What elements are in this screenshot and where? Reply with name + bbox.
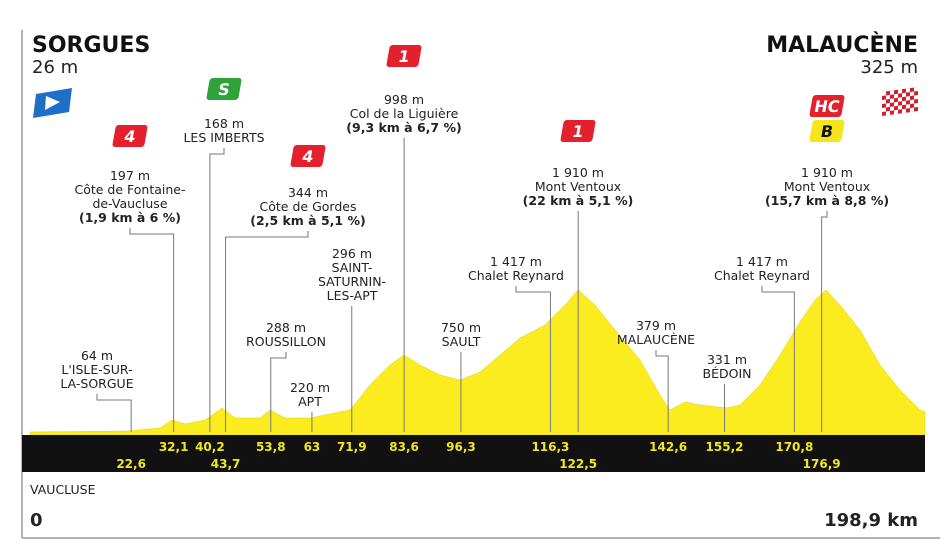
category-badge: 4 (112, 125, 148, 147)
km-marker: 22,6 (116, 457, 146, 471)
leader-line (761, 286, 795, 432)
place-name: LES IMBERTS (183, 130, 264, 145)
elevation: 1 910 m (552, 165, 604, 180)
finish-elevation: 325 m (860, 57, 918, 78)
km-marker: 142,6 (649, 440, 687, 454)
leader-line (96, 394, 132, 432)
leader-line (225, 231, 309, 432)
km-marker: 43,7 (211, 457, 241, 471)
place-name: LES-APT (327, 288, 378, 303)
elevation: 296 m (332, 246, 372, 261)
km-marker: 63 (304, 440, 321, 454)
elevation: 1 417 m (490, 254, 542, 269)
km-marker: 71,9 (337, 440, 367, 454)
badge-shape (206, 78, 242, 100)
elevation: 220 m (290, 380, 330, 395)
climb-detail: (9,3 km à 6,7 %) (346, 120, 461, 135)
badge-label: 1 (397, 47, 411, 66)
place-name: Mont Ventoux (784, 179, 870, 194)
badge-shape (112, 125, 148, 147)
km-marker: 122,5 (559, 457, 597, 471)
category-badge: S (206, 78, 242, 100)
badge-label: S (216, 80, 231, 99)
place-name: Côte de Fontaine- (74, 182, 185, 197)
place-name: Chalet Reynard (714, 268, 810, 283)
badge-shape (809, 120, 845, 142)
total-distance: 198,9 km (824, 510, 918, 531)
leader-line (821, 211, 828, 432)
place-name: MALAUCÈNE (617, 332, 695, 347)
km-marker: 155,2 (706, 440, 744, 454)
badge-label: 4 (123, 127, 137, 146)
climb-detail: (22 km à 5,1 %) (523, 193, 634, 208)
elevation: 288 m (266, 320, 306, 335)
badge-shape (560, 120, 596, 142)
elevation: 379 m (636, 318, 676, 333)
elevation: 1 417 m (736, 254, 788, 269)
km-marker: 96,3 (446, 440, 476, 454)
place-name: ROUSSILLON (246, 334, 326, 349)
leader-line (270, 352, 287, 432)
place-name: Côte de Gordes (260, 199, 357, 214)
badge-shape (386, 45, 422, 67)
climb-detail: (2,5 km à 5,1 %) (250, 213, 365, 228)
place-name: SAULT (442, 334, 481, 349)
km-marker: 176,9 (803, 457, 841, 471)
elevation: 197 m (110, 168, 150, 183)
leader-line (209, 148, 225, 432)
km-marker: 40,2 (195, 440, 225, 454)
start-flag (33, 88, 72, 118)
category-badge: HC (809, 95, 845, 117)
department: VAUCLUSE (30, 482, 96, 497)
km-marker: 53,8 (256, 440, 286, 454)
elevation: 168 m (204, 116, 244, 131)
km-marker: 116,3 (531, 440, 569, 454)
place-name: de-Vaucluse (92, 196, 167, 211)
badge-label: 1 (571, 122, 585, 141)
finish-flag (882, 86, 918, 116)
place-name: BÉDOIN (703, 366, 752, 381)
leader-line (129, 228, 175, 432)
elevation: 344 m (288, 185, 328, 200)
start-distance: 0 (30, 510, 43, 531)
climb-detail: (1,9 km à 6 %) (79, 210, 181, 225)
place-name: Col de la Liguière (350, 106, 459, 121)
category-badge: 1 (386, 45, 422, 67)
badge-label: HC (813, 97, 841, 116)
start-town: SORGUES (32, 33, 150, 58)
elevation: 1 910 m (801, 165, 853, 180)
category-badge: 1 (560, 120, 596, 142)
km-marker: 83,6 (389, 440, 419, 454)
elevation: 998 m (384, 92, 424, 107)
leader-line (655, 350, 669, 432)
km-marker: 32,1 (159, 440, 189, 454)
badge-shape (290, 145, 326, 167)
elevation: 331 m (707, 352, 747, 367)
place-name: SAINT- (332, 260, 373, 275)
finish-town: MALAUCÈNE (766, 32, 918, 58)
place-name: Chalet Reynard (468, 268, 564, 283)
badge-label: B (819, 122, 835, 141)
climb-detail: (15,7 km à 8,8 %) (765, 193, 889, 208)
place-name: APT (298, 394, 322, 409)
km-marker: 170,8 (775, 440, 813, 454)
badge-shape (809, 95, 845, 117)
profile (29, 289, 926, 436)
elevation: 750 m (441, 320, 481, 335)
category-badge: 4 (290, 145, 326, 167)
place-name: Mont Ventoux (535, 179, 621, 194)
badge-label: 4 (301, 147, 315, 166)
elevation: 64 m (81, 348, 113, 363)
category-badge: B (809, 120, 845, 142)
start-elevation: 26 m (32, 57, 78, 78)
place-name: L'ISLE-SUR- (61, 362, 132, 377)
place-name: LA-SORGUE (60, 376, 133, 391)
km-band (22, 435, 925, 472)
place-name: SATURNIN- (318, 274, 386, 289)
leader-line (515, 286, 551, 432)
